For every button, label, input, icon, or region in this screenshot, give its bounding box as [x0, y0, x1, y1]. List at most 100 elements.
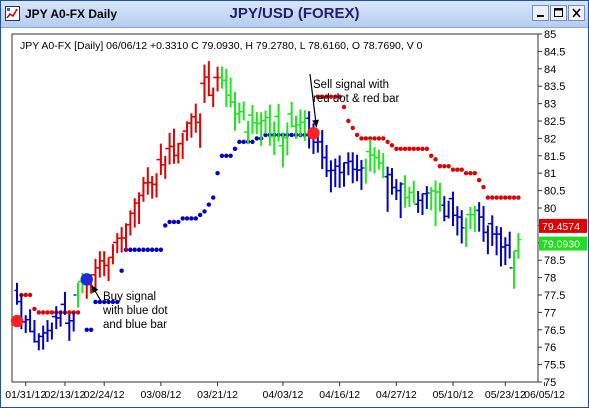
y-tick-label: 78.5 — [544, 255, 565, 267]
sell-stop-dot — [498, 195, 504, 200]
buy-annotation-text: Buy signal — [103, 291, 156, 303]
price-label-box — [539, 218, 587, 233]
close-button[interactable] — [568, 5, 585, 21]
buy-stop-dot — [250, 139, 255, 145]
buy-stop-dot — [163, 223, 168, 228]
sell-stop-dot — [381, 136, 386, 141]
buy-stop-dot — [136, 247, 142, 252]
y-tick-label: 75 — [544, 377, 556, 389]
buy-stop-dot — [219, 153, 225, 158]
minimize-button[interactable] — [532, 5, 549, 21]
price-label-text: 79.0930 — [542, 239, 580, 251]
y-tick-label: 77.5 — [544, 290, 565, 302]
y-tick-label: 83.5 — [544, 81, 565, 93]
sell-stop-dot — [320, 94, 325, 99]
x-tick-label: 01/31/12 — [5, 389, 46, 401]
buy-stop-dot — [119, 268, 124, 273]
sell-stop-dot — [437, 164, 443, 169]
sell-stop-dot — [350, 125, 355, 131]
buy-stop-dot — [215, 171, 220, 176]
buy-signal-arrow-head — [91, 285, 99, 294]
sell-stop-dot — [442, 164, 447, 169]
buy-stop-dot — [224, 153, 229, 158]
sell-stop-dot — [359, 136, 364, 141]
window-title: JPY A0-FX Daily — [25, 7, 118, 21]
sell-stop-dot — [455, 167, 460, 172]
x-tick-label: 02/13/12 — [45, 389, 86, 401]
buy-stop-dot — [184, 216, 190, 221]
y-tick-label: 76 — [544, 342, 556, 354]
buy-stop-dot — [110, 299, 116, 305]
buy-stop-dot — [106, 299, 111, 305]
sell-stop-dot — [36, 310, 41, 315]
buy-stop-dot — [158, 247, 164, 252]
buy-stop-dot — [193, 216, 198, 221]
x-tick-label: 05/10/12 — [433, 389, 474, 401]
sell-stop-dot — [333, 94, 338, 99]
signal-marker — [80, 273, 93, 286]
buy-stop-dot — [206, 202, 212, 207]
sell-stop-dot — [394, 146, 399, 152]
sell-annotation-text: red dot & red bar — [313, 93, 399, 105]
buy-stop-dot — [289, 132, 294, 138]
sell-stop-dot — [407, 146, 412, 152]
buy-stop-dot — [102, 299, 107, 305]
close-icon — [572, 8, 581, 18]
y-tick-label: 82.5 — [544, 116, 565, 128]
sell-stop-dot — [503, 195, 508, 200]
sell-annotation-text: Sell signal with — [313, 79, 389, 91]
sell-stop-dot — [494, 195, 499, 200]
buy-stop-dot — [197, 212, 203, 218]
sell-stop-dot — [511, 195, 517, 200]
x-tick-label: 04/16/12 — [319, 389, 360, 401]
maximize-button[interactable] — [550, 5, 567, 21]
sell-stop-dot — [49, 310, 55, 315]
buy-stop-dot — [93, 299, 98, 305]
buy-annotation-text: and blue bar — [103, 319, 167, 331]
sell-stop-dot — [459, 167, 464, 172]
chart-area[interactable]: 8584.58483.58382.58281.58180.58079.57978… — [1, 28, 588, 407]
y-tick-label: 81 — [544, 168, 556, 180]
sell-stop-dot — [40, 310, 46, 315]
price-chart[interactable]: 8584.58483.58382.58281.58180.58079.57978… — [1, 28, 588, 407]
sell-stop-dot — [463, 171, 469, 176]
minimize-icon — [537, 15, 544, 17]
sell-signal-arrow — [309, 73, 318, 128]
buy-stop-dot — [115, 299, 120, 305]
buy-stop-dot — [141, 247, 146, 252]
x-tick-label: 04/27/12 — [376, 389, 417, 401]
signal-marker — [307, 126, 320, 140]
title-bar[interactable]: JPY A0-FX Daily JPY/USD (FOREX) — [1, 1, 588, 28]
sell-stop-dot — [446, 164, 451, 169]
sell-stop-dot — [363, 136, 368, 141]
x-tick-label: 06/05/12 — [524, 389, 565, 401]
x-tick-label: 05/23/12 — [485, 389, 526, 401]
sell-stop-dot — [389, 143, 395, 148]
buy-stop-dot — [232, 146, 238, 152]
sell-stop-dot — [315, 94, 321, 99]
buy-annotation-text: with blue dot — [102, 305, 168, 317]
y-tick-label: 75.5 — [544, 360, 565, 372]
signal-marker — [10, 314, 24, 328]
chart-app-icon — [5, 6, 20, 21]
buy-stop-dot — [128, 247, 133, 252]
y-tick-label: 76.5 — [544, 325, 565, 337]
sell-stop-dot — [507, 195, 512, 200]
sell-stop-dot — [75, 310, 81, 315]
sell-stop-dot — [433, 157, 438, 162]
sell-stop-dot — [429, 153, 434, 158]
buy-stop-dot — [84, 327, 89, 332]
sell-stop-dot — [481, 184, 486, 190]
x-tick-label: 04/03/12 — [263, 389, 304, 401]
sell-stop-dot — [324, 94, 329, 99]
y-tick-label: 84.5 — [544, 46, 565, 58]
buy-stop-dot — [132, 247, 137, 252]
y-tick-label: 85 — [544, 29, 556, 41]
sell-stop-dot — [346, 118, 351, 124]
buy-stop-dot — [176, 219, 181, 225]
buy-stop-dot — [171, 219, 177, 225]
y-tick-label: 82 — [544, 133, 556, 145]
buy-stop-dot — [180, 216, 185, 221]
sell-stop-dot — [328, 94, 334, 99]
sell-stop-dot — [67, 310, 72, 315]
